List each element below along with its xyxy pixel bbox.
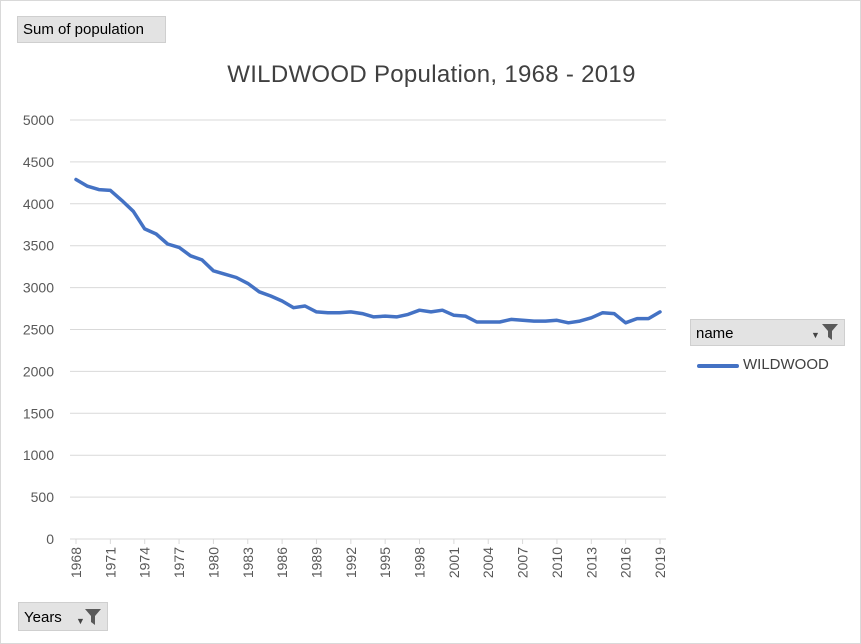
- y-tick-label: 5000: [23, 112, 54, 128]
- y-tick-label: 0: [46, 531, 54, 547]
- y-tick-label: 500: [31, 489, 55, 505]
- x-tick-label: 2007: [515, 547, 531, 578]
- y-tick-label: 2000: [23, 363, 54, 379]
- y-tick-label: 1500: [23, 405, 54, 421]
- plot-area: 0 500 1000 1500 2000 2500 3000 3500 4000 4500 5000…: [23, 112, 668, 578]
- y-tick-label: 1000: [23, 447, 54, 463]
- legend-series-swatch: [697, 364, 739, 368]
- y-tick-label: 4500: [23, 154, 54, 170]
- x-tick-label: 1983: [240, 547, 256, 578]
- y-tick-label: 4000: [23, 196, 54, 212]
- legend-field-button[interactable]: name ▼: [690, 319, 845, 346]
- filter-icon[interactable]: [84, 608, 102, 626]
- legend-series-label: WILDWOOD: [743, 356, 829, 373]
- axis-field-button[interactable]: Years ▼: [18, 602, 108, 631]
- legend-field-label: name: [696, 325, 734, 342]
- x-tick-label: 1974: [137, 547, 153, 578]
- values-field-label: Sum of population: [23, 21, 144, 38]
- dropdown-arrow-icon: ▼: [811, 330, 820, 340]
- x-tick-label: 1986: [274, 547, 290, 578]
- x-tick-label: 1989: [308, 547, 324, 578]
- axis-field-label: Years: [24, 609, 62, 626]
- x-tick-label: 2019: [652, 547, 668, 578]
- x-tick-label: 2013: [583, 547, 599, 578]
- x-tick-label: 1971: [102, 547, 118, 578]
- x-tick-label: 1977: [171, 547, 187, 578]
- x-tick-label: 1968: [68, 547, 84, 578]
- x-tick-label: 1995: [377, 547, 393, 578]
- filter-icon[interactable]: [821, 323, 839, 341]
- y-tick-label: 3500: [23, 238, 54, 254]
- x-tick-label: 1998: [412, 547, 428, 578]
- y-tick-label: 3000: [23, 280, 54, 296]
- series-line-wildwood: [74, 177, 662, 325]
- chart-title: WILDWOOD Population, 1968 - 2019: [227, 61, 636, 88]
- x-tick-label: 1992: [343, 547, 359, 578]
- dropdown-arrow-icon: ▼: [76, 616, 85, 626]
- x-tick-label: 2001: [446, 547, 462, 578]
- values-field-button[interactable]: Sum of population: [17, 16, 166, 43]
- x-tick-label: 2004: [480, 547, 496, 578]
- x-tick-label: 2016: [618, 547, 634, 578]
- x-tick-label: 1980: [205, 547, 221, 578]
- y-tick-label: 2500: [23, 322, 54, 338]
- x-tick-label: 2010: [549, 547, 565, 578]
